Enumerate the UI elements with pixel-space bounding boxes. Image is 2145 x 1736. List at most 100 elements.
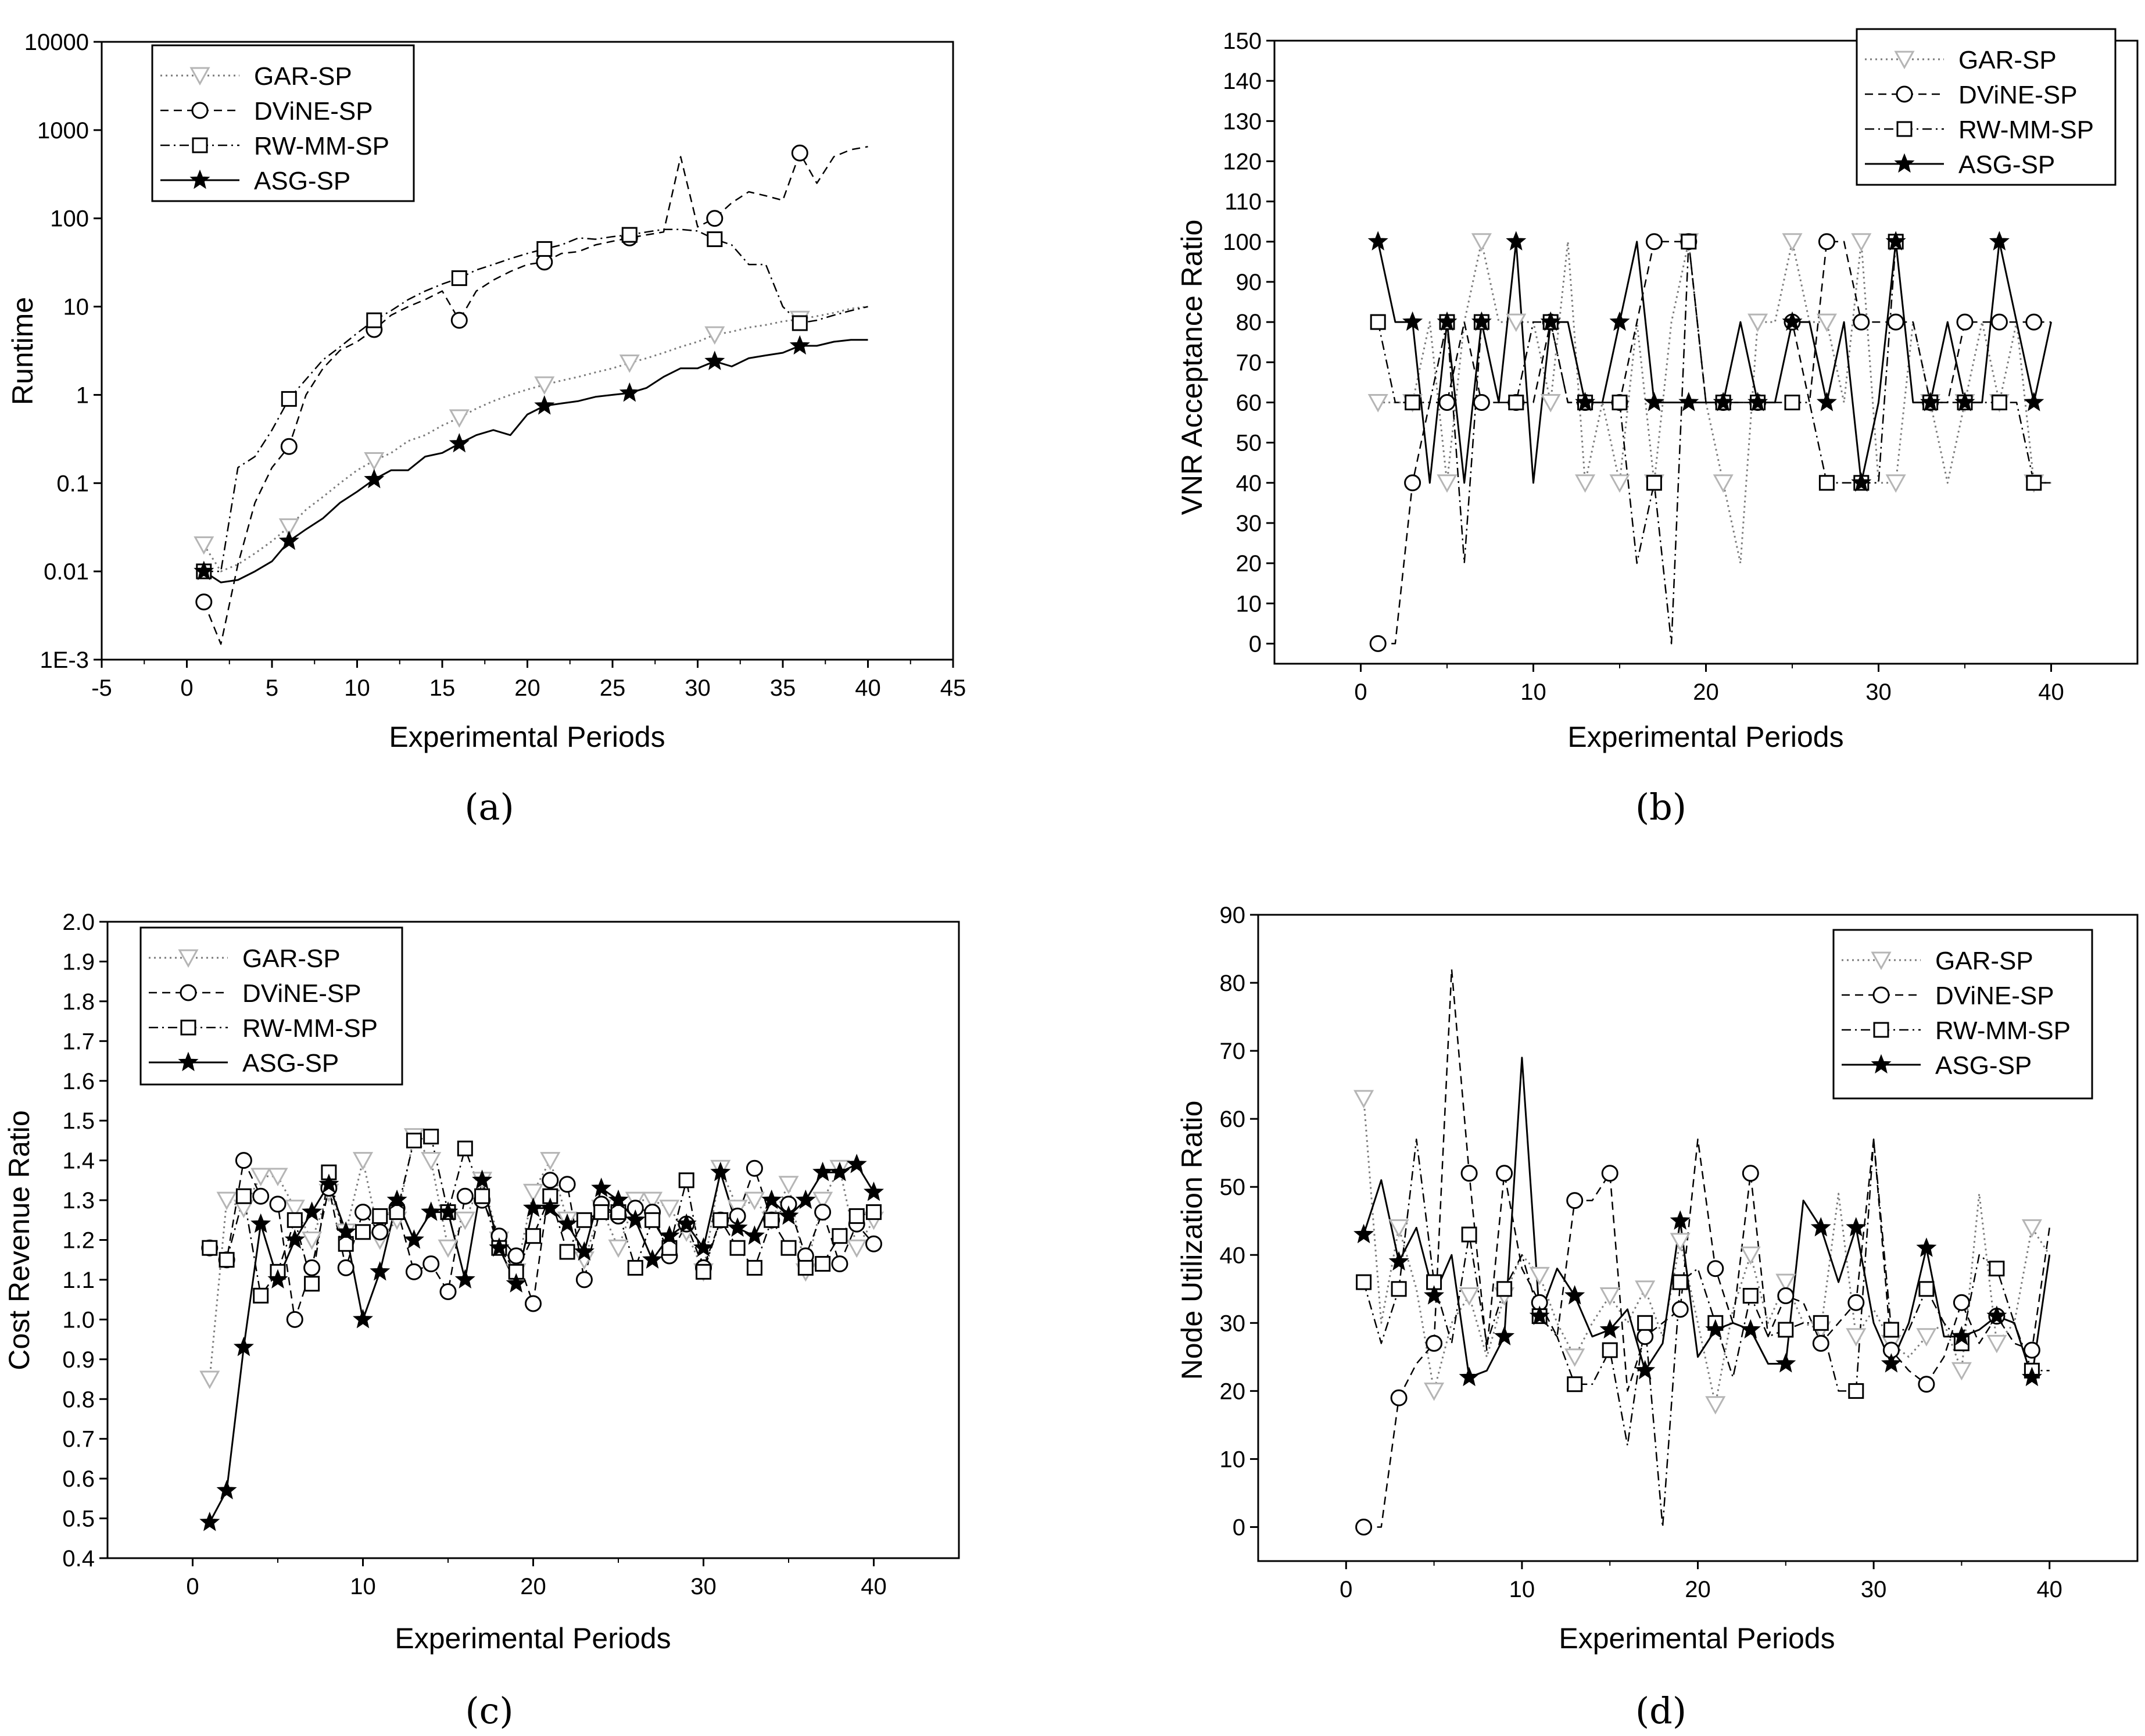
data-point-dvine-sp — [1473, 394, 1490, 411]
data-point-asg-sp — [1368, 231, 1388, 250]
data-point-dvine-sp — [1990, 313, 2008, 331]
data-point-rw-mm-sp — [281, 391, 297, 407]
data-point-dvine-sp — [507, 1247, 525, 1265]
data-point-gar-sp — [268, 1168, 288, 1186]
data-point-dvine-sp — [1742, 1165, 1759, 1182]
y-tick-label: 40 — [1236, 471, 1262, 496]
data-point-dvine-sp — [1426, 1334, 1443, 1352]
data-point-rw-mm-sp — [1602, 1342, 1618, 1358]
data-point-asg-sp — [864, 1182, 884, 1201]
data-point-dvine-sp — [371, 1223, 389, 1241]
data-point-rw-mm-sp — [406, 1132, 422, 1148]
x-tick-label: -5 — [91, 675, 112, 701]
data-point-dvine-sp — [2025, 313, 2043, 331]
data-point-asg-sp — [1917, 1238, 1936, 1257]
legend-swatch-marker — [1896, 121, 1913, 137]
y-tick-label: 1.6 — [62, 1069, 95, 1094]
legend-label-gar-sp: GAR-SP — [1958, 46, 2057, 74]
data-point-dvine-sp — [1887, 313, 1904, 331]
y-tick-label: 10 — [63, 295, 89, 320]
data-point-rw-mm-sp — [815, 1256, 831, 1272]
data-point-gar-sp — [1424, 1382, 1444, 1400]
y-tick-label: 90 — [1236, 270, 1262, 295]
data-point-dvine-sp — [195, 593, 213, 611]
data-point-rw-mm-sp — [1991, 395, 2007, 410]
data-point-dvine-sp — [1636, 1328, 1654, 1345]
legend-swatch-marker — [1873, 1022, 1889, 1038]
y-tick-label: 50 — [1220, 1175, 1246, 1200]
legend-label-rw-mm-sp: RW-MM-SP — [254, 132, 389, 160]
legend-label-gar-sp: GAR-SP — [1935, 947, 2033, 975]
legend-swatch-marker — [180, 984, 197, 1001]
data-point-rw-mm-sp — [457, 1140, 473, 1157]
series-line-rw-mm-sp — [1363, 1139, 2050, 1528]
data-point-dvine-sp — [1777, 1287, 1795, 1304]
data-point-asg-sp — [1776, 1354, 1796, 1372]
legend-label-rw-mm-sp: RW-MM-SP — [1958, 116, 2094, 144]
data-point-gar-sp — [847, 1239, 866, 1257]
data-point-dvine-sp — [1812, 1334, 1829, 1352]
y-tick-label: 1.8 — [62, 989, 95, 1015]
data-point-gar-sp — [705, 326, 725, 344]
data-point-asg-sp — [1811, 1217, 1831, 1236]
legend-label-asg-sp: ASG-SP — [242, 1049, 339, 1078]
x-tick-label: 25 — [600, 675, 626, 701]
data-point-dvine-sp — [337, 1259, 354, 1276]
data-point-asg-sp — [1846, 1217, 1866, 1236]
legend-items: GAR-SP DViNE-SP RW-MM-SP ASG-SP — [1865, 46, 2094, 179]
y-axis-label: VNR Acceptance Ratio — [1176, 220, 1208, 516]
data-point-gar-sp — [364, 452, 384, 470]
x-tick-label: 20 — [1693, 679, 1719, 705]
y-tick-label: 130 — [1223, 109, 1262, 134]
y-tick-label: 100 — [50, 206, 89, 232]
data-point-gar-sp — [1459, 1287, 1479, 1305]
legend-label-dvine-sp: DViNE-SP — [254, 97, 373, 126]
data-point-rw-mm-sp — [1813, 1315, 1829, 1331]
y-tick-label: 1.9 — [62, 949, 95, 975]
data-point-rw-mm-sp — [202, 1240, 218, 1256]
panel-b-vnr-acceptance-chart: 0 10 20 30 40 0 10 20 30 40 50 60 70 80 90 100 110 120 130… — [1176, 28, 2139, 828]
data-point-rw-mm-sp — [1672, 1274, 1688, 1290]
data-point-asg-sp — [279, 531, 299, 550]
data-point-rw-mm-sp — [866, 1204, 882, 1220]
data-point-rw-mm-sp — [235, 1188, 252, 1204]
legend-swatch-marker — [180, 1019, 196, 1036]
data-point-asg-sp — [1644, 392, 1664, 411]
data-point-rw-mm-sp — [1612, 395, 1628, 410]
x-tick-label: 35 — [770, 675, 796, 701]
series-lines — [1363, 968, 2051, 1528]
y-tick-label: 50 — [1236, 431, 1262, 456]
data-point-dvine-sp — [450, 312, 468, 329]
data-point-rw-mm-sp — [678, 1172, 694, 1189]
y-tick-label: 80 — [1236, 310, 1262, 335]
data-point-rw-mm-sp — [366, 312, 382, 328]
legend-label-asg-sp: ASG-SP — [1935, 1051, 2032, 1080]
legend-swatch-marker — [192, 137, 208, 153]
data-point-rw-mm-sp — [797, 1259, 814, 1276]
data-point-rw-mm-sp — [451, 270, 467, 287]
data-point-gar-sp — [1748, 313, 1768, 331]
data-point-gar-sp — [455, 1211, 475, 1229]
panel-caption: (c) — [465, 1690, 513, 1732]
x-axis-label: Experimental Periods — [1567, 721, 1843, 753]
data-point-asg-sp — [370, 1261, 390, 1280]
data-point-rw-mm-sp — [696, 1263, 711, 1280]
x-tick-label: 30 — [1865, 679, 1892, 705]
data-point-gar-sp — [535, 376, 554, 394]
data-point-rw-mm-sp — [1496, 1281, 1513, 1297]
data-point-asg-sp — [1565, 1286, 1585, 1304]
x-tick-label: 0 — [1354, 679, 1367, 705]
data-point-asg-sp — [1353, 1224, 1374, 1243]
y-tick-label: 120 — [1223, 149, 1262, 174]
y-tick-label: 100 — [1223, 230, 1262, 255]
y-tick-label: 1E-3 — [40, 647, 89, 673]
data-point-rw-mm-sp — [792, 315, 808, 331]
x-tick-label: 40 — [855, 675, 881, 701]
data-point-asg-sp — [847, 1154, 866, 1173]
data-point-rw-mm-sp — [848, 1208, 865, 1224]
data-point-dvine-sp — [303, 1259, 321, 1276]
legend-label-asg-sp: ASG-SP — [254, 167, 350, 195]
series-line-asg-sp — [1377, 241, 2052, 484]
data-point-gar-sp — [779, 1176, 798, 1194]
data-point-dvine-sp — [1369, 635, 1387, 652]
